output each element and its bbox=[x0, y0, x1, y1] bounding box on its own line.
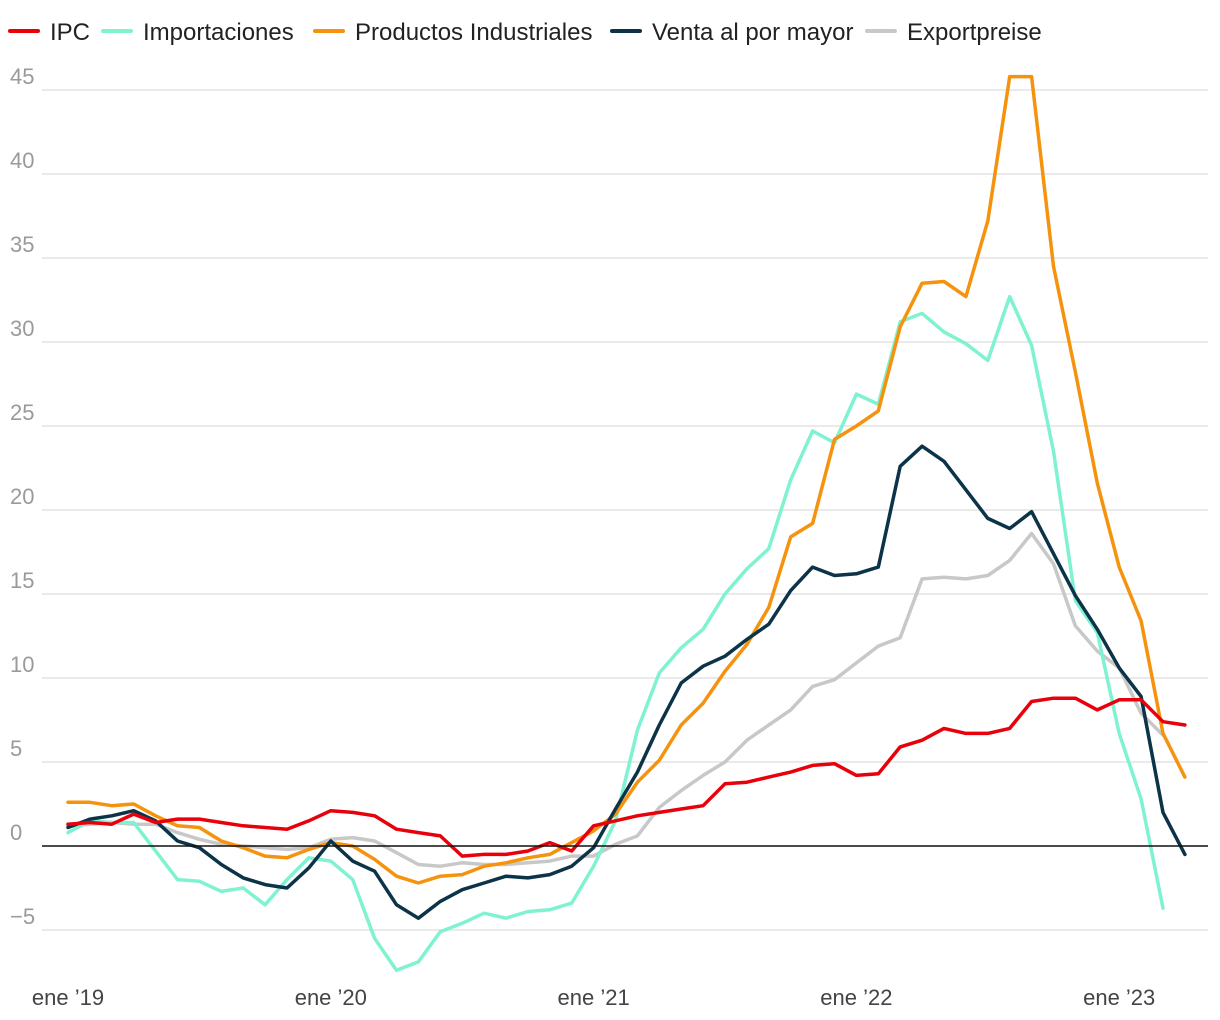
legend-label-exportpreise: Exportpreise bbox=[907, 19, 1042, 46]
x-tick-label: ene ’23 bbox=[1083, 985, 1155, 1010]
y-tick-label: −5 bbox=[10, 904, 35, 929]
y-tick-label: 25 bbox=[10, 400, 34, 425]
x-tick-label: ene ’21 bbox=[558, 985, 630, 1010]
series-group bbox=[66, 74, 1187, 973]
legend-label-ipc: IPC bbox=[50, 19, 90, 46]
legend-label-importaciones: Importaciones bbox=[143, 19, 294, 46]
y-tick-label: 5 bbox=[10, 736, 22, 761]
y-tick-label: 15 bbox=[10, 568, 34, 593]
y-tick-label: 40 bbox=[10, 148, 34, 173]
y-tick-label: 0 bbox=[10, 820, 22, 845]
series-line-venta-al-por-mayor bbox=[66, 444, 1187, 920]
x-axis: ene ’19 ene ’20 ene ’21 ene ’22 ene ’23 bbox=[32, 985, 1155, 1010]
y-tick-label: 10 bbox=[10, 652, 34, 677]
grid: −5 0 5 10 15 20 25 30 35 40 45 bbox=[10, 64, 1208, 931]
x-tick-label: ene ’19 bbox=[32, 985, 104, 1010]
legend: IPC Importaciones Productos Industriales… bbox=[8, 19, 1042, 46]
y-tick-label: 35 bbox=[10, 232, 34, 257]
y-tick-label: 30 bbox=[10, 316, 34, 341]
series-line-ipc bbox=[66, 696, 1187, 858]
series-line-productos-industriales bbox=[66, 74, 1187, 885]
x-tick-label: ene ’20 bbox=[295, 985, 367, 1010]
y-tick-label: 45 bbox=[10, 64, 34, 89]
legend-label-venta-al-por-mayor: Venta al por mayor bbox=[652, 19, 853, 46]
y-tick-label: 20 bbox=[10, 484, 34, 509]
x-tick-label: ene ’22 bbox=[820, 985, 892, 1010]
legend-label-productos-industriales: Productos Industriales bbox=[355, 19, 592, 46]
